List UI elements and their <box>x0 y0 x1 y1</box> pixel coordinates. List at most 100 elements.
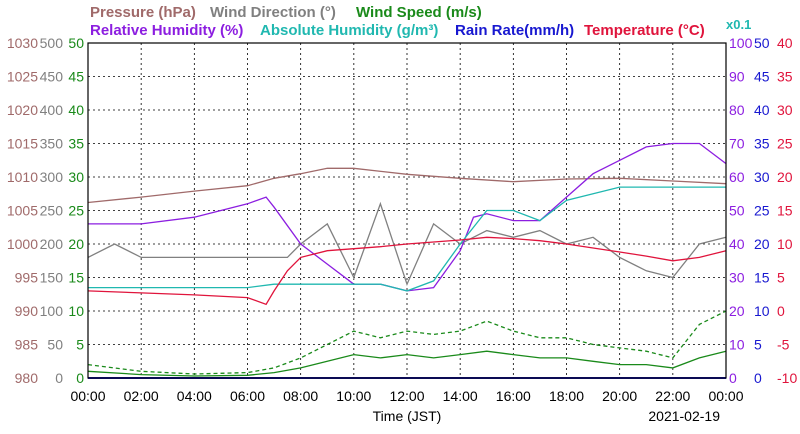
y-tick-pressure: 995 <box>15 270 39 286</box>
y-tick-pressure: 1030 <box>7 35 38 51</box>
y-tick-wind-direction: 300 <box>40 169 64 185</box>
y-tick-temperature: -10 <box>777 370 797 386</box>
y-tick-rain-rate: 20 <box>754 236 770 252</box>
y-tick-wind-speed: 0 <box>76 370 84 386</box>
y-tick-wind-direction: 100 <box>40 303 64 319</box>
x-tick-label: 18:00 <box>549 388 584 404</box>
y-tick-rain-rate: 10 <box>754 303 770 319</box>
x-tick-label: 08:00 <box>283 388 318 404</box>
y-tick-rain-rate: 50 <box>754 35 770 51</box>
y-tick-rain-rate: 15 <box>754 270 770 286</box>
y-tick-wind-direction: 150 <box>40 270 64 286</box>
y-tick-wind-speed: 10 <box>68 303 84 319</box>
x-tick-label: 16:00 <box>496 388 531 404</box>
series-absolute-humidity-g-m-x0-1 <box>88 186 726 292</box>
y-tick-temperature: 10 <box>777 236 793 252</box>
y-tick-rain-rate: 5 <box>754 337 762 353</box>
y-tick-humidity: 90 <box>729 69 745 85</box>
legend-absolute-humidity: Absolute Humidity (g/m³) <box>260 22 438 39</box>
y-tick-humidity: 10 <box>729 337 745 353</box>
y-tick-humidity: 30 <box>729 270 745 286</box>
y-tick-temperature: 0 <box>777 303 785 319</box>
y-tick-temperature: 25 <box>777 136 793 152</box>
data-series <box>87 142 727 379</box>
y-tick-rain-rate: 45 <box>754 69 770 85</box>
chart-date: 2021-02-19 <box>648 408 720 424</box>
grid <box>88 43 726 378</box>
series-pressure-hpa <box>87 167 727 204</box>
x-tick-label: 02:00 <box>124 388 159 404</box>
y-tick-wind-direction: 450 <box>40 69 64 85</box>
y-tick-wind-direction: 200 <box>40 236 64 252</box>
y-tick-humidity: 60 <box>729 169 745 185</box>
x-tick-label: 12:00 <box>389 388 424 404</box>
x-tick-label: 22:00 <box>655 388 690 404</box>
series-wind-gust-m-s <box>87 310 727 375</box>
y-tick-humidity: 100 <box>729 35 753 51</box>
y-tick-wind-speed: 5 <box>76 337 84 353</box>
y-tick-wind-direction: 0 <box>55 370 63 386</box>
y-tick-wind-direction: 400 <box>40 102 64 118</box>
x-tick-label: 00:00 <box>70 388 105 404</box>
y-tick-pressure: 980 <box>15 370 39 386</box>
x-axis-label: Time (JST) <box>373 408 442 424</box>
y-tick-wind-speed: 45 <box>68 69 84 85</box>
y-tick-humidity: 0 <box>729 370 737 386</box>
y-tick-pressure: 1005 <box>7 203 38 219</box>
legend-wind-speed: Wind Speed (m/s) <box>356 4 482 21</box>
y-tick-temperature: 20 <box>777 169 793 185</box>
y-tick-humidity: 50 <box>729 203 745 219</box>
y-tick-pressure: 1015 <box>7 136 38 152</box>
y-tick-temperature: 30 <box>777 102 793 118</box>
x-tick-label: 06:00 <box>230 388 265 404</box>
y-tick-pressure: 1010 <box>7 169 38 185</box>
y-tick-temperature: 35 <box>777 69 793 85</box>
legend-temperature: Temperature (°C) <box>584 22 705 39</box>
y-tick-pressure: 985 <box>15 337 39 353</box>
x-tick-label: 20:00 <box>602 388 637 404</box>
series-wind-direction <box>87 201 727 287</box>
legend-pressure: Pressure (hPa) <box>90 4 196 21</box>
y-tick-pressure: 1000 <box>7 236 38 252</box>
legend-abs-humidity-scale: x0.1 <box>726 17 751 32</box>
y-tick-wind-speed: 30 <box>68 169 84 185</box>
y-tick-wind-speed: 25 <box>68 203 84 219</box>
y-tick-pressure: 990 <box>15 303 39 319</box>
x-tick-label: 04:00 <box>177 388 212 404</box>
y-tick-rain-rate: 25 <box>754 203 770 219</box>
y-tick-pressure: 1025 <box>7 69 38 85</box>
y-tick-temperature: 40 <box>777 35 793 51</box>
legend-wind-direction: Wind Direction (°) <box>210 4 336 21</box>
y-tick-temperature: 5 <box>777 270 785 286</box>
y-tick-temperature: 15 <box>777 203 793 219</box>
y-tick-humidity: 40 <box>729 236 745 252</box>
y-tick-wind-speed: 15 <box>68 270 84 286</box>
x-tick-label: 00:00 <box>708 388 743 404</box>
legend-relative-humidity: Relative Humidity (%) <box>90 22 243 39</box>
y-tick-humidity: 70 <box>729 136 745 152</box>
y-tick-wind-direction: 500 <box>40 35 64 51</box>
y-tick-wind-speed: 40 <box>68 102 84 118</box>
legend-rain-rate: Rain Rate(mm/h) <box>455 22 574 39</box>
series-wind-speed-m-s <box>87 350 727 377</box>
y-tick-rain-rate: 30 <box>754 169 770 185</box>
x-tick-label: 10:00 <box>336 388 371 404</box>
series-relative-humidity <box>88 142 727 292</box>
series-temperature-c <box>87 236 727 306</box>
plot-frame <box>87 42 727 379</box>
y-tick-wind-direction: 50 <box>47 337 63 353</box>
y-tick-wind-direction: 250 <box>40 203 64 219</box>
y-tick-temperature: -5 <box>777 337 790 353</box>
y-tick-humidity: 20 <box>729 303 745 319</box>
y-tick-wind-speed: 20 <box>68 236 84 252</box>
y-tick-rain-rate: 40 <box>754 102 770 118</box>
x-tick-label: 14:00 <box>443 388 478 404</box>
y-tick-rain-rate: 0 <box>754 370 762 386</box>
tick-labels: 00:00 02:00 04:00 06:00 08:00 10:00 12:00 14:00… <box>7 35 798 404</box>
y-tick-humidity: 80 <box>729 102 745 118</box>
y-tick-rain-rate: 35 <box>754 136 770 152</box>
y-tick-wind-direction: 350 <box>40 136 64 152</box>
y-tick-wind-speed: 35 <box>68 136 84 152</box>
y-tick-wind-speed: 50 <box>68 35 84 51</box>
